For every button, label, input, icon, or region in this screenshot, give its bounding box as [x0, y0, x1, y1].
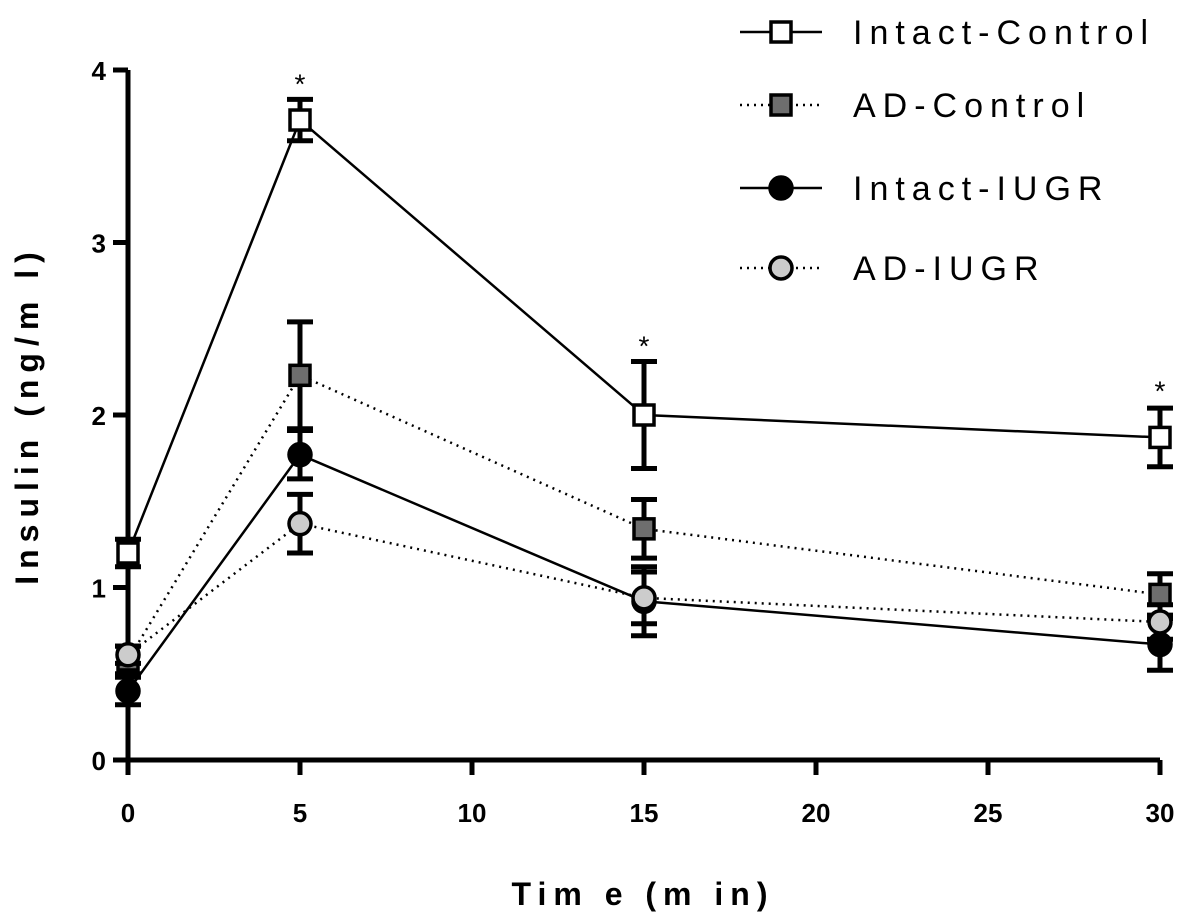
legend-item: AD-IUGR — [740, 250, 1046, 288]
annotation-layer: * * * — [295, 68, 1166, 406]
series-line — [126, 117, 1161, 554]
data-point — [631, 585, 657, 611]
legend-label: Intact-IUGR — [853, 170, 1109, 208]
series-layer — [115, 96, 1173, 708]
x-tick-label: 15 — [630, 798, 659, 828]
data-point — [115, 678, 141, 704]
legend-marker — [769, 20, 793, 44]
x-axis-title: Tim e (m in) — [512, 876, 775, 912]
significance-marker: * — [639, 331, 650, 362]
legend-marker — [768, 255, 794, 281]
x-tick-label: 5 — [293, 798, 307, 828]
data-point — [1148, 582, 1172, 607]
x-tick-label: 30 — [1146, 798, 1175, 828]
data-point — [288, 108, 312, 132]
data-point — [116, 541, 140, 565]
legend-item: AD-Control — [740, 87, 1091, 125]
series-line — [126, 453, 1161, 692]
legend-label: AD-Control — [853, 87, 1091, 125]
data-point — [115, 642, 141, 668]
legend-label: Intact-Control — [853, 14, 1155, 52]
data-point — [1148, 425, 1172, 450]
data-point — [1147, 609, 1173, 635]
y-tick-label: 2 — [92, 401, 106, 431]
data-point — [288, 363, 312, 388]
legend-label: AD-IUGR — [853, 250, 1046, 288]
y-tick-label: 0 — [92, 746, 106, 776]
y-tick-label: 4 — [92, 56, 107, 86]
y-axis-title: Insulin (ng/m l) — [9, 245, 45, 585]
data-point — [287, 441, 313, 468]
legend-marker — [768, 175, 794, 201]
series-ad-iugr — [115, 491, 1173, 668]
x-tick-label: 0 — [121, 798, 135, 828]
series-intact-control — [115, 96, 1173, 570]
x-tick-label: 25 — [974, 798, 1003, 828]
series-line — [127, 522, 1161, 656]
data-point — [287, 510, 313, 537]
y-tick-label: 1 — [92, 574, 106, 604]
significance-marker: * — [295, 68, 306, 99]
y-tick-label: 3 — [92, 229, 106, 259]
data-point — [632, 517, 656, 541]
x-tick-label: 10 — [458, 798, 487, 828]
legend: Intact-Control AD-Control Intact-IUGR AD-IU… — [740, 14, 1155, 288]
legend-marker — [769, 93, 793, 117]
x-tick-label: 20 — [802, 798, 831, 828]
legend-item: Intact-Control — [740, 14, 1155, 52]
series-intact-iugr — [115, 428, 1173, 708]
data-point — [632, 403, 656, 427]
significance-marker: * — [1155, 375, 1166, 406]
legend-item: Intact-IUGR — [740, 170, 1109, 208]
